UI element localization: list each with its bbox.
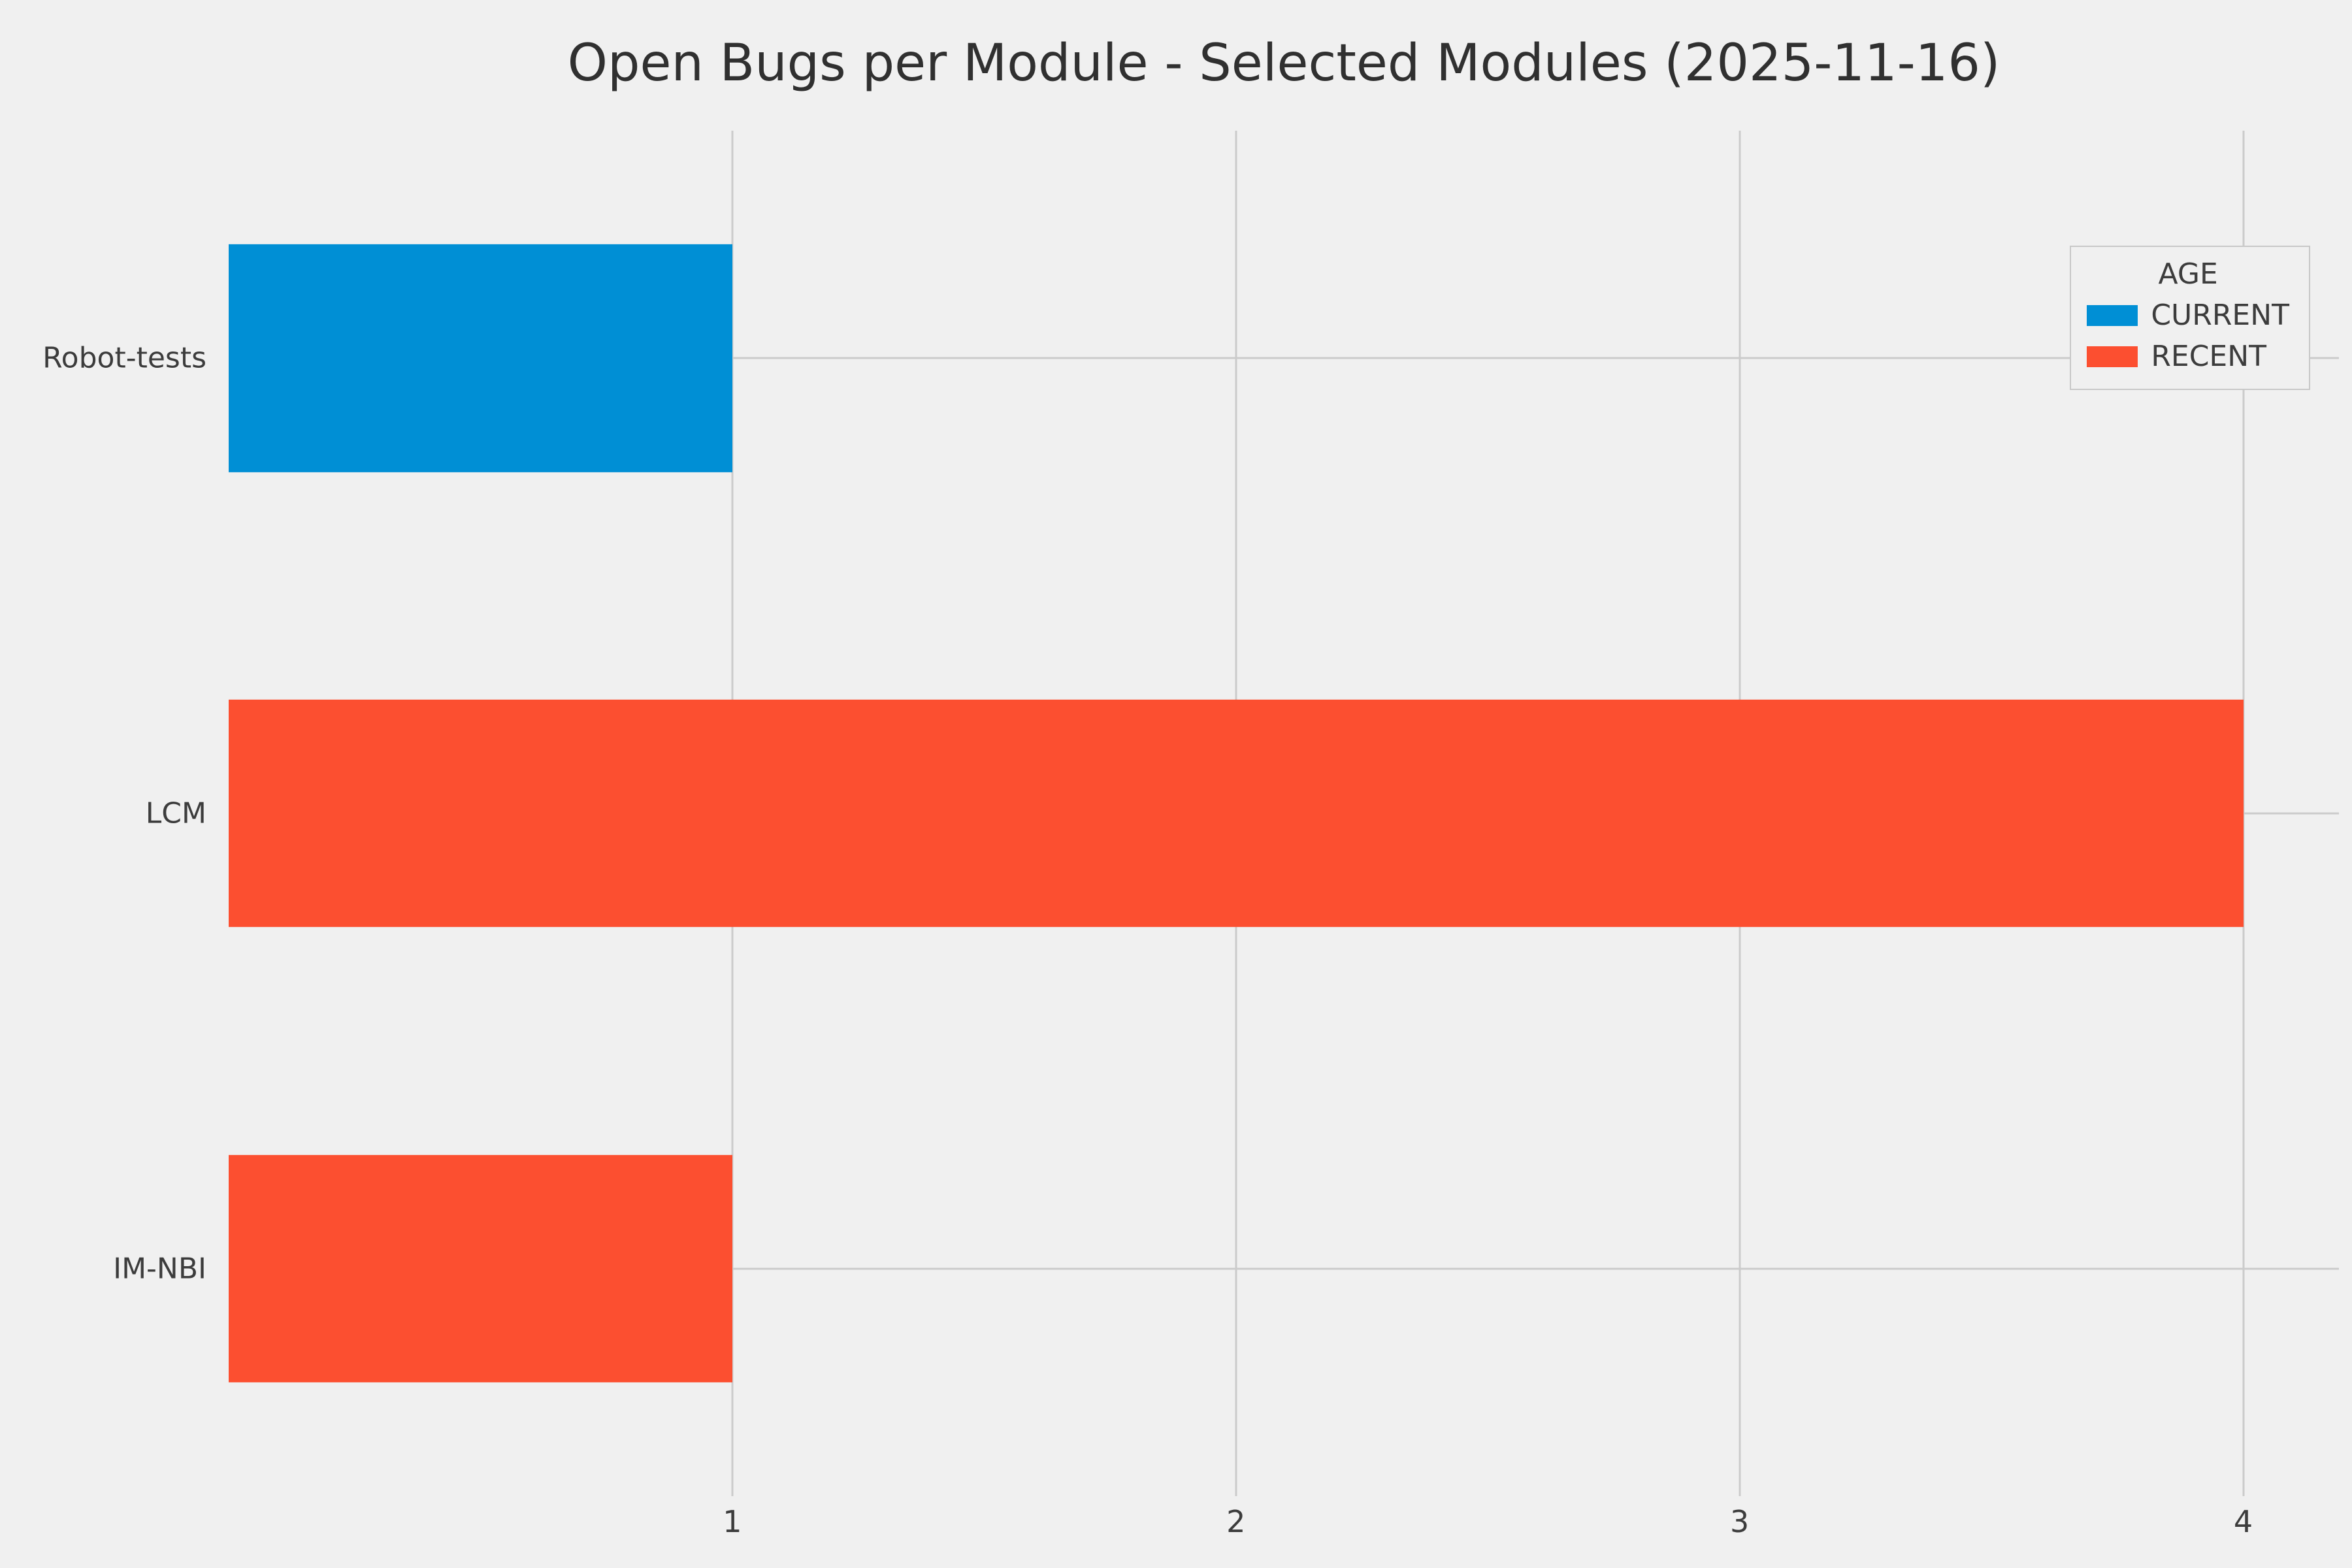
legend-entries: CURRENT RECENT [2087, 299, 2289, 373]
bar [229, 699, 2244, 928]
legend-swatch [2087, 346, 2138, 367]
x-tick-label: 1 [723, 1504, 742, 1539]
y-tick-label: IM-NBI [113, 1252, 206, 1286]
horizontal-gridline [229, 357, 2339, 359]
bar [229, 244, 732, 472]
legend-entry: RECENT [2087, 340, 2289, 373]
legend-swatch [2087, 304, 2138, 326]
x-tick-label: 3 [1730, 1504, 1750, 1539]
bar [229, 1154, 732, 1382]
x-axis: 1 2 3 4 [229, 1504, 2339, 1556]
legend-label: CURRENT [2151, 299, 2289, 332]
x-tick-label: 2 [1226, 1504, 1246, 1539]
y-tick-label: LCM [145, 796, 206, 830]
legend-label: RECENT [2151, 340, 2267, 373]
chart-title: Open Bugs per Module - Selected Modules … [567, 34, 2001, 93]
legend-entry: CURRENT [2087, 299, 2289, 332]
y-axis: Robot-tests LCM IM-NBI [0, 131, 216, 1496]
legend: AGE CURRENT RECENT [2070, 246, 2310, 390]
horizontal-gridline [229, 1267, 2339, 1270]
plot-area: AGE CURRENT RECENT [229, 131, 2339, 1496]
legend-title: AGE [2158, 257, 2218, 291]
x-tick-label: 4 [2233, 1504, 2253, 1539]
y-tick-label: Robot-tests [42, 341, 206, 375]
